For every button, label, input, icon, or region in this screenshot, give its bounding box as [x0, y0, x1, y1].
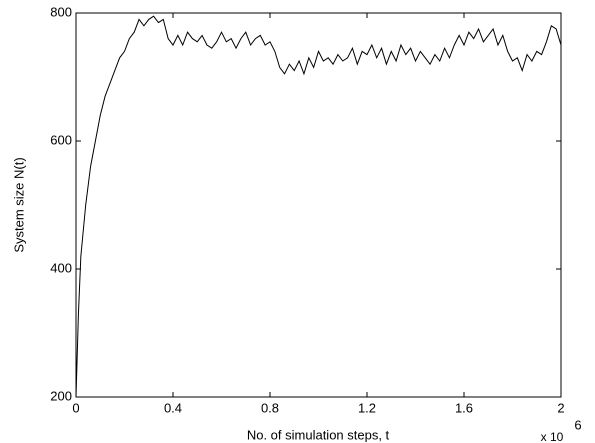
x-tick-label: 0.8	[261, 400, 279, 415]
x-tick-label: 0.4	[164, 400, 182, 415]
x-tick-label: 2	[557, 400, 564, 415]
data-line	[75, 15, 562, 398]
y-tick-label: 200	[50, 388, 72, 403]
x-tick-label: 1.6	[455, 400, 473, 415]
x-multiplier: x 10	[541, 430, 564, 443]
x-multiplier-exponent: 6	[574, 417, 581, 432]
y-axis-label: System size N(t)	[11, 157, 26, 252]
y-tick-label: 400	[50, 260, 72, 275]
x-tick-label: 0	[72, 400, 79, 415]
x-axis-label: No. of simulation steps, t	[247, 427, 390, 442]
x-tick-label: 1.2	[358, 400, 376, 415]
y-tick-label: 800	[50, 4, 72, 19]
y-tick-label: 600	[50, 132, 72, 147]
plot-box	[75, 12, 562, 398]
